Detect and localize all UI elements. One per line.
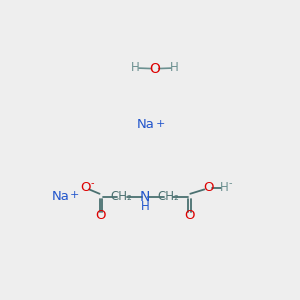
Text: O: O <box>95 209 106 222</box>
Text: -: - <box>229 178 232 188</box>
Text: +: + <box>70 190 80 200</box>
Text: -: - <box>90 178 94 188</box>
Text: Na: Na <box>52 190 70 203</box>
Text: O: O <box>184 209 194 222</box>
Text: H: H <box>131 61 140 74</box>
Text: CH₂: CH₂ <box>111 190 133 203</box>
Text: H: H <box>170 61 179 74</box>
Text: O: O <box>203 181 214 194</box>
Text: N: N <box>140 190 150 203</box>
Text: CH₂: CH₂ <box>157 190 179 203</box>
Text: O: O <box>149 62 160 76</box>
Text: +: + <box>155 119 165 129</box>
Text: H: H <box>220 181 229 194</box>
Text: Na: Na <box>137 118 154 131</box>
Text: H: H <box>140 200 149 213</box>
Text: O: O <box>80 181 90 194</box>
